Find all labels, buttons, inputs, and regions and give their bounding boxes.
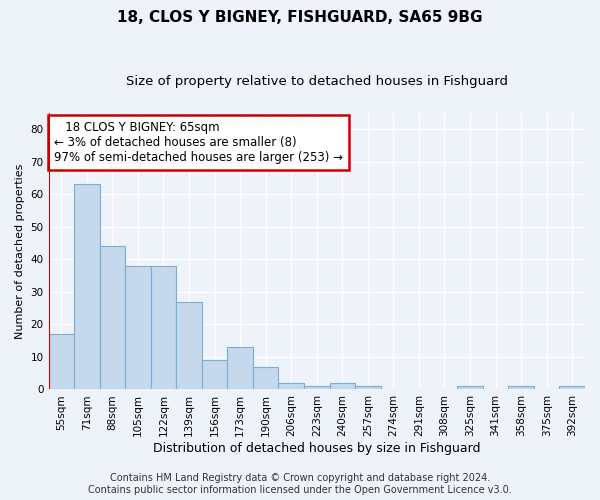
- Bar: [508, 386, 534, 390]
- Text: 18, CLOS Y BIGNEY, FISHGUARD, SA65 9BG: 18, CLOS Y BIGNEY, FISHGUARD, SA65 9BG: [117, 10, 483, 25]
- Bar: [355, 386, 380, 390]
- Bar: [304, 386, 329, 390]
- Title: Size of property relative to detached houses in Fishguard: Size of property relative to detached ho…: [126, 75, 508, 88]
- Bar: [176, 302, 202, 390]
- Bar: [253, 366, 278, 390]
- Bar: [559, 386, 585, 390]
- Bar: [278, 383, 304, 390]
- Bar: [74, 184, 100, 390]
- Bar: [49, 334, 74, 390]
- Bar: [457, 386, 483, 390]
- Bar: [329, 383, 355, 390]
- X-axis label: Distribution of detached houses by size in Fishguard: Distribution of detached houses by size …: [153, 442, 481, 455]
- Text: 18 CLOS Y BIGNEY: 65sqm
← 3% of detached houses are smaller (8)
97% of semi-deta: 18 CLOS Y BIGNEY: 65sqm ← 3% of detached…: [54, 121, 343, 164]
- Bar: [100, 246, 125, 390]
- Bar: [202, 360, 227, 390]
- Bar: [125, 266, 151, 390]
- Bar: [151, 266, 176, 390]
- Y-axis label: Number of detached properties: Number of detached properties: [15, 164, 25, 339]
- Text: Contains HM Land Registry data © Crown copyright and database right 2024.
Contai: Contains HM Land Registry data © Crown c…: [88, 474, 512, 495]
- Bar: [227, 347, 253, 390]
